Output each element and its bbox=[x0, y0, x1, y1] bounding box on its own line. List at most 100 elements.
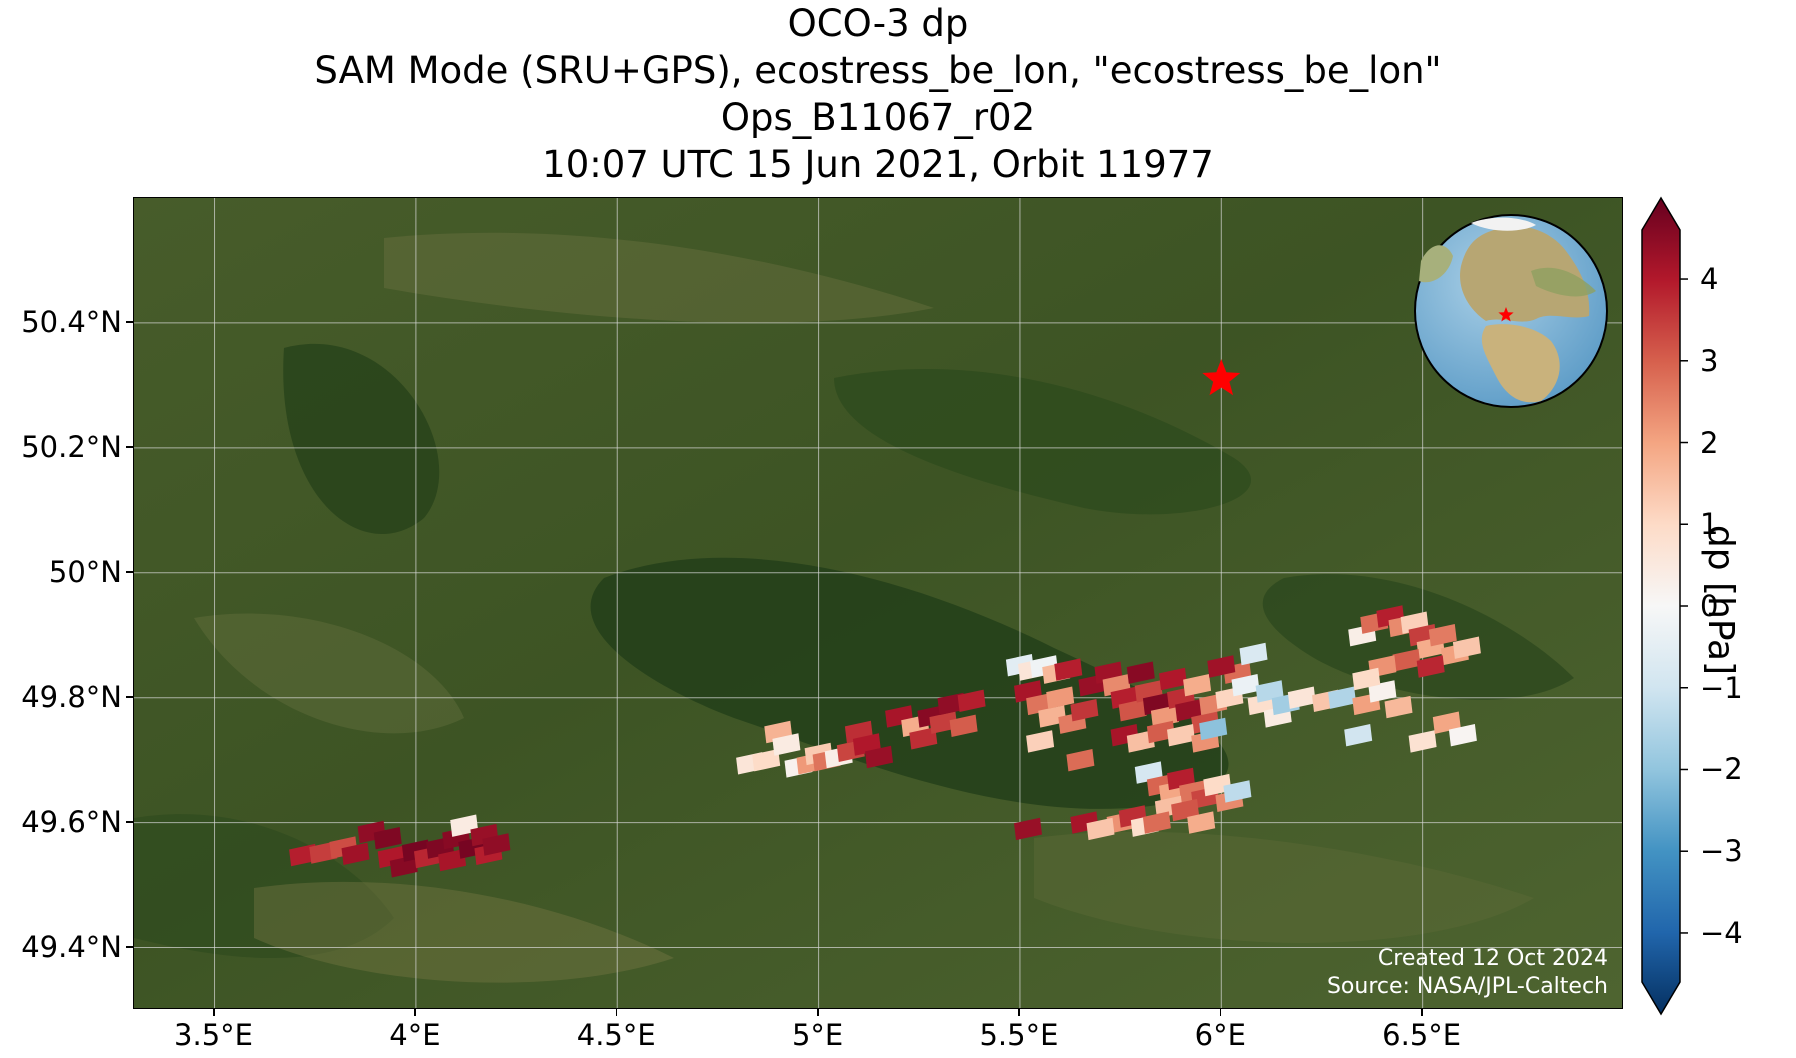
sounding-footprint bbox=[1255, 680, 1284, 703]
sounding-footprint bbox=[438, 848, 467, 872]
lon-tick-label: 6.5°E bbox=[1382, 1018, 1462, 1052]
title-line-1: OCO-3 dp bbox=[787, 2, 969, 45]
globe-target-star-icon bbox=[1498, 307, 1514, 322]
title-line-2: SAM Mode (SRU+GPS), ecostress_be_lon, "e… bbox=[314, 49, 1442, 92]
sounding-footprint bbox=[1183, 674, 1212, 697]
credit-source: Source: NASA/JPL-Caltech bbox=[1326, 974, 1608, 999]
sounding-footprint bbox=[1086, 817, 1115, 841]
gridlines bbox=[134, 198, 1622, 1008]
sounding-footprint bbox=[1054, 658, 1083, 681]
globe-land-eurasia bbox=[1460, 226, 1590, 322]
lon-tick-label: 4.5°E bbox=[576, 1018, 656, 1052]
sounding-footprint bbox=[1142, 811, 1171, 834]
sounding-footprint bbox=[341, 842, 370, 865]
lon-tick-mark bbox=[1421, 1009, 1423, 1016]
colorbar-tick-label: −4 bbox=[1700, 915, 1743, 950]
lat-tick-mark bbox=[126, 446, 133, 448]
inset-globe bbox=[1414, 214, 1608, 408]
lon-tick-label: 5.5°E bbox=[979, 1018, 1059, 1052]
lat-tick-label: 49.4°N bbox=[21, 929, 122, 964]
sounding-footprint bbox=[1126, 661, 1155, 684]
sounding-footprint bbox=[1416, 655, 1445, 678]
map-canvas bbox=[134, 198, 1622, 1008]
sounding-footprint bbox=[1014, 817, 1042, 841]
sounding-footprint bbox=[1352, 667, 1381, 691]
colorbar-tick-label: 3 bbox=[1700, 343, 1719, 378]
colorbar-tick-label: −2 bbox=[1700, 752, 1743, 787]
lat-tick-label: 49.8°N bbox=[21, 679, 122, 714]
lat-tick-label: 50°N bbox=[48, 554, 122, 589]
sounding-footprint bbox=[772, 733, 801, 756]
sounding-footprint bbox=[389, 855, 418, 878]
sounding-footprint bbox=[1239, 642, 1268, 666]
sounding-footprint bbox=[482, 833, 511, 856]
lon-tick-label: 3.5°E bbox=[174, 1018, 253, 1052]
lon-tick-mark bbox=[1018, 1009, 1020, 1016]
sounding-footprint bbox=[1287, 686, 1316, 709]
lat-tick-mark bbox=[126, 571, 133, 573]
colorbar-tick-label: 0 bbox=[1700, 589, 1719, 623]
lon-tick-label: 5°E bbox=[791, 1018, 844, 1052]
soundings-layer bbox=[289, 605, 1481, 878]
sounding-footprint bbox=[1066, 749, 1095, 772]
target-star-icon bbox=[1202, 359, 1241, 396]
sounding-footprint bbox=[1199, 717, 1228, 741]
sounding-footprint bbox=[929, 711, 958, 734]
sounding-footprint bbox=[1146, 720, 1175, 744]
lat-tick-label: 49.6°N bbox=[21, 804, 122, 839]
credit-created: Created 12 Oct 2024 bbox=[1377, 946, 1608, 971]
lon-tick-mark bbox=[615, 1009, 618, 1016]
sounding-footprint bbox=[949, 714, 978, 737]
colorbar-tick-label: 1 bbox=[1700, 507, 1719, 542]
sounding-footprint bbox=[1167, 724, 1195, 747]
title-line-4: 10:07 UTC 15 Jun 2021, Orbit 11977 bbox=[542, 143, 1214, 186]
sounding-footprint bbox=[1392, 649, 1421, 672]
sounding-footprint bbox=[1118, 699, 1147, 722]
colorbar-tick-label: −3 bbox=[1700, 834, 1743, 869]
sounding-footprint bbox=[1126, 730, 1155, 753]
sounding-footprint bbox=[373, 827, 402, 850]
lat-tick-label: 50.4°N bbox=[21, 304, 122, 339]
globe-land-africa bbox=[1481, 324, 1560, 403]
map-panel[interactable]: Created 12 Oct 2024 Source: NASA/JPL-Cal… bbox=[133, 197, 1623, 1009]
lon-tick-mark bbox=[414, 1009, 416, 1016]
lon-tick-mark bbox=[1219, 1009, 1222, 1016]
sounding-footprint bbox=[1207, 655, 1236, 678]
colorbar-tick-label: 2 bbox=[1700, 425, 1719, 460]
sounding-footprint bbox=[1452, 636, 1481, 659]
sounding-footprint bbox=[909, 727, 938, 750]
sounding-footprint bbox=[1223, 780, 1252, 803]
colorbar-tick-label: 4 bbox=[1700, 262, 1719, 297]
sounding-footprint bbox=[1171, 798, 1200, 822]
sounding-footprint bbox=[1368, 680, 1397, 703]
sounding-footprint bbox=[1408, 730, 1437, 753]
sounding-footprint bbox=[1175, 699, 1204, 722]
colorbar-tickmarks bbox=[1680, 278, 1688, 934]
sounding-footprint bbox=[1046, 686, 1075, 709]
sounding-footprint bbox=[1070, 699, 1099, 722]
sounding-footprint bbox=[865, 745, 893, 769]
lat-tick-mark bbox=[126, 696, 133, 698]
sounding-footprint bbox=[752, 749, 781, 772]
title-line-3: Ops_B11067_r02 bbox=[720, 96, 1036, 139]
terrain-shading bbox=[134, 232, 1574, 983]
colorbar-label: dp [hPa] bbox=[1700, 524, 1741, 676]
sounding-footprint bbox=[1328, 686, 1357, 709]
lat-tick-mark bbox=[126, 821, 133, 823]
globe-ice bbox=[1471, 217, 1536, 231]
globe-land-americas bbox=[1419, 245, 1453, 283]
colorbar-gradient bbox=[1641, 196, 1681, 1016]
sounding-footprint bbox=[1344, 724, 1373, 747]
colorbar bbox=[1641, 196, 1688, 1016]
sounding-footprint bbox=[957, 689, 986, 712]
sounding-footprint bbox=[1432, 711, 1461, 734]
sounding-footprint bbox=[1428, 624, 1457, 647]
colorbar-tick-label: −1 bbox=[1700, 670, 1743, 705]
lon-tick-mark bbox=[213, 1009, 215, 1016]
target-layer bbox=[1202, 359, 1241, 396]
sounding-footprint bbox=[1231, 674, 1260, 697]
sounding-footprint bbox=[1187, 811, 1216, 834]
sounding-footprint bbox=[1026, 730, 1055, 753]
lon-tick-label: 6°E bbox=[1194, 1018, 1246, 1052]
sounding-footprint bbox=[1384, 695, 1413, 719]
